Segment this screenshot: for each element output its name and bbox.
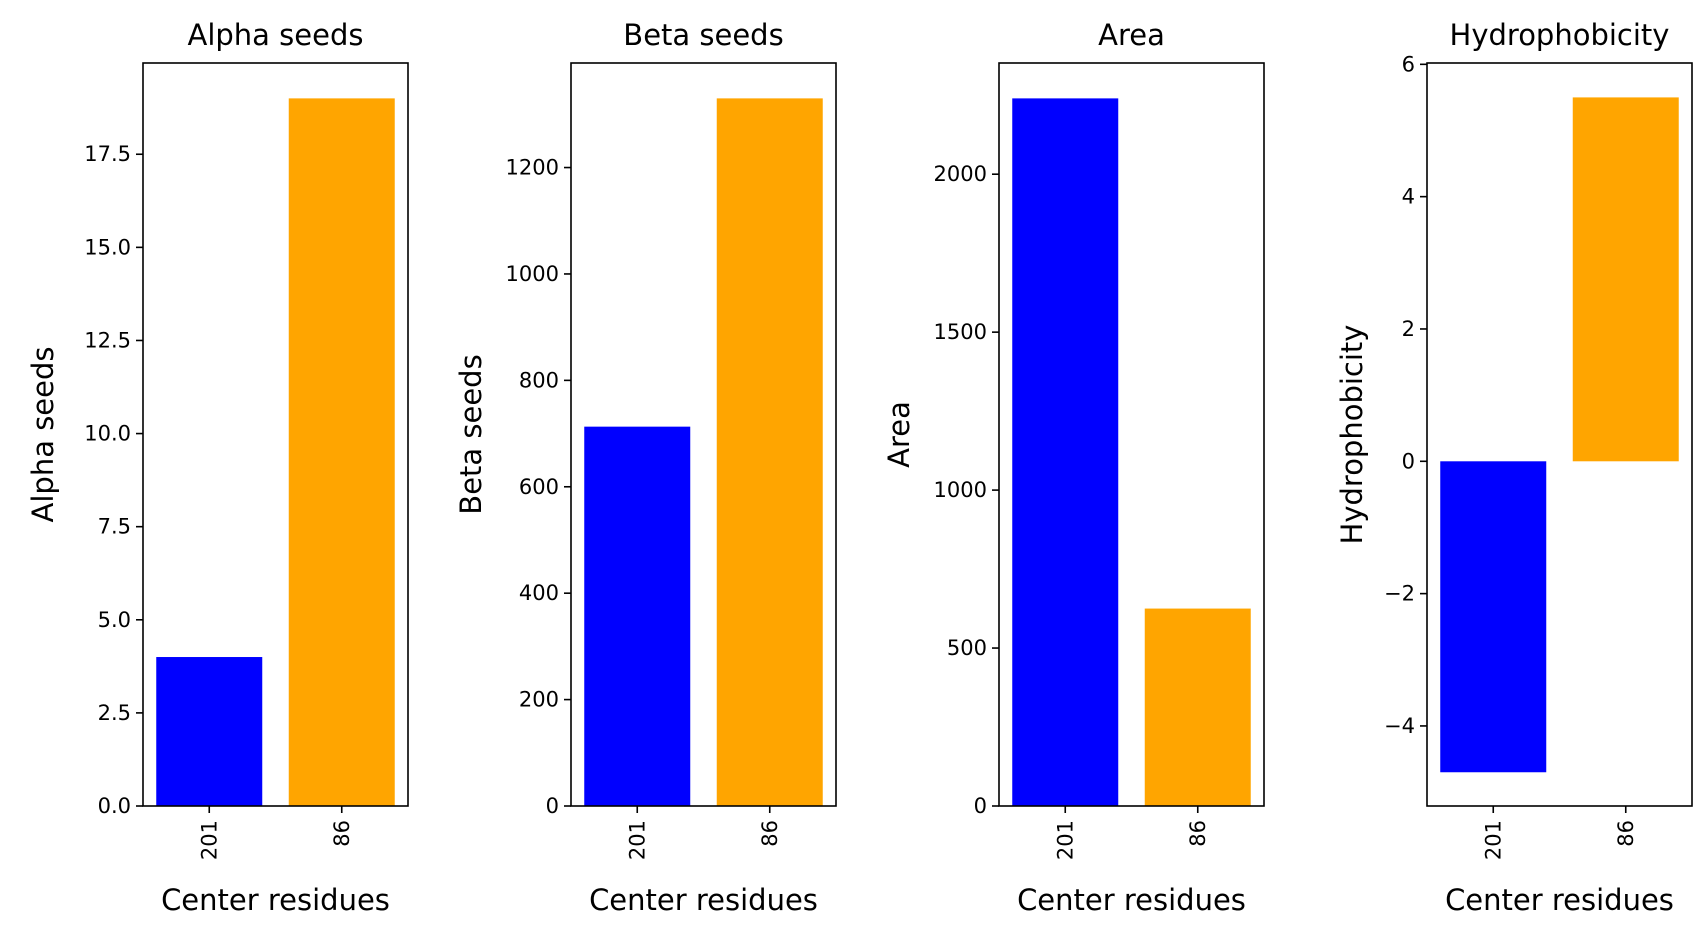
- axes-frame: [142, 62, 409, 807]
- y-tick-label: 1200: [506, 156, 559, 180]
- chart-title: Beta seeds: [623, 18, 783, 52]
- bar-201: [156, 657, 263, 806]
- bar-201: [1012, 98, 1119, 806]
- x-tick-label: 201: [1053, 820, 1077, 860]
- y-tick-label: −2: [1384, 582, 1415, 606]
- y-tick-label: 0.0: [98, 794, 131, 818]
- bar-86: [1572, 97, 1679, 462]
- chart-panel-1: 0.0 2.5 5.0 7.5 10.0 12.5 15.0 17.5 201 86 Alpha s…: [26, 18, 409, 917]
- y-tick-label: 2.5: [98, 701, 131, 725]
- y-tick-label: 4: [1402, 185, 1415, 209]
- bar-86: [288, 98, 395, 806]
- y-tick-label: 600: [519, 475, 559, 499]
- y-tick-label: 1000: [934, 478, 987, 502]
- y-tick-label: 5.0: [98, 608, 131, 632]
- y-tick-label: 6: [1402, 52, 1415, 76]
- chart-title: Hydrophobicity: [1450, 18, 1670, 52]
- x-axis-label: Center residues: [161, 883, 390, 917]
- x-tick-label: 86: [1614, 820, 1638, 847]
- y-axis-label: Alpha seeds: [26, 347, 60, 523]
- y-tick-label: 17.5: [84, 142, 131, 166]
- y-tick-label: 1500: [934, 320, 987, 344]
- chart-title: Alpha seeds: [188, 18, 364, 52]
- y-tick-label: −4: [1384, 714, 1415, 738]
- y-tick-label: 800: [519, 368, 559, 392]
- y-tick-label: 500: [947, 636, 987, 660]
- y-tick-label: 200: [519, 688, 559, 712]
- bar-201: [1440, 461, 1547, 773]
- chart-panel-2: 0 200 400 600 800 1000 1200 201 86 Beta seeds Cent…: [454, 18, 837, 917]
- chart-panel-3: 0 500 1000 1500 2000 201 86 Area Center residues…: [882, 18, 1265, 917]
- y-tick-label: 0: [974, 794, 987, 818]
- y-axis-label: Hydrophobicity: [1335, 325, 1369, 545]
- y-tick-label: 0: [546, 794, 559, 818]
- x-tick-label: 201: [197, 820, 221, 860]
- x-axis-label: Center residues: [589, 883, 818, 917]
- y-tick-label: 7.5: [98, 515, 131, 539]
- x-tick-label: 201: [1481, 820, 1505, 860]
- bar-86: [1144, 608, 1251, 806]
- y-axis-label: Area: [882, 401, 916, 468]
- y-tick-label: 2: [1402, 317, 1415, 341]
- chart-panel-4: −4 −2 0 2 4 6 201 86 Hydrophobicity Center residu…: [1335, 18, 1693, 917]
- y-tick-label: 2000: [934, 162, 987, 186]
- x-tick-label: 86: [330, 820, 354, 847]
- x-axis-label: Center residues: [1017, 883, 1246, 917]
- y-tick-label: 0: [1402, 449, 1415, 473]
- axes-frame: [1426, 62, 1693, 807]
- y-tick-label: 400: [519, 581, 559, 605]
- y-tick-label: 1000: [506, 262, 559, 286]
- x-tick-label: 86: [758, 820, 782, 847]
- x-tick-label: 86: [1186, 820, 1210, 847]
- x-axis-label: Center residues: [1445, 883, 1674, 917]
- chart-title: Area: [1098, 18, 1165, 52]
- bar-86: [716, 98, 823, 806]
- y-tick-label: 15.0: [84, 235, 131, 259]
- y-axis-label: Beta seeds: [454, 354, 488, 514]
- axes-frame: [570, 62, 837, 807]
- y-tick-label: 12.5: [84, 328, 131, 352]
- y-tick-label: 10.0: [84, 422, 131, 446]
- axes-frame: [998, 62, 1265, 807]
- bar-201: [584, 426, 691, 806]
- x-tick-label: 201: [625, 820, 649, 860]
